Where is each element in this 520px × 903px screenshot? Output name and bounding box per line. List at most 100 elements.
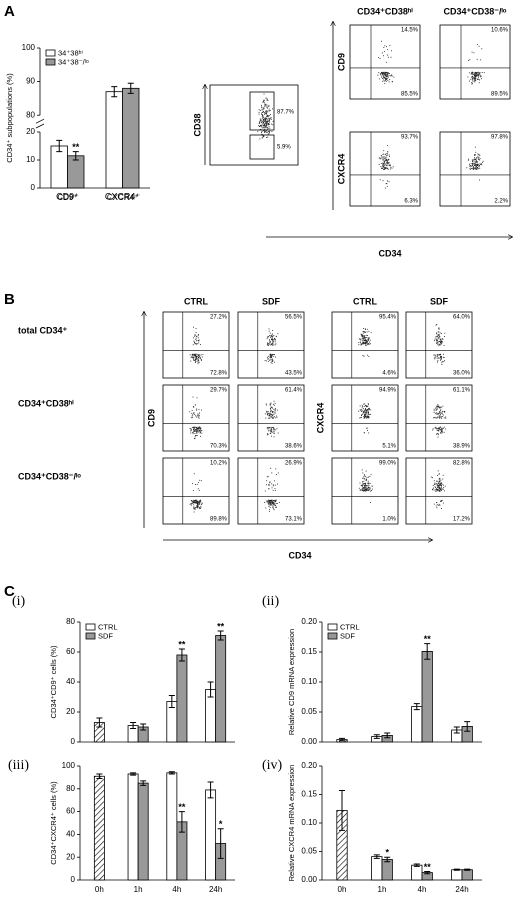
flow-event <box>197 503 199 505</box>
flow-event <box>364 336 366 338</box>
flow-event <box>387 168 389 170</box>
flow-event <box>274 490 276 491</box>
flow-event <box>481 72 483 73</box>
flow-event <box>262 111 264 113</box>
flow-event <box>266 476 268 478</box>
flow-event <box>438 331 440 333</box>
y-tick-label: 80 <box>66 784 75 793</box>
flow-event <box>362 413 364 415</box>
flow-event <box>438 335 440 336</box>
flow-event <box>267 99 269 101</box>
flow-event <box>474 71 476 73</box>
flow-event <box>267 426 269 428</box>
flow-event <box>383 73 385 75</box>
flow-event <box>200 500 202 502</box>
flow-event <box>266 115 268 117</box>
flow-event <box>473 164 475 166</box>
flow-event <box>437 359 439 361</box>
flow-event <box>475 157 477 159</box>
flow-event <box>262 116 264 118</box>
quadrant-percent: 43.5% <box>285 371 303 377</box>
flow-event <box>262 101 264 103</box>
flow-event <box>436 342 438 344</box>
flow-event <box>368 432 370 434</box>
flow-event <box>270 357 271 359</box>
flow-event <box>437 334 439 336</box>
flow-event <box>273 428 274 430</box>
flow-event <box>387 72 389 74</box>
flow-event <box>436 324 438 325</box>
flow-event <box>435 428 437 429</box>
quadrant-percent: 5.1% <box>382 444 396 450</box>
flow-event <box>271 414 273 416</box>
flow-event <box>366 487 368 489</box>
flow-event <box>436 486 438 488</box>
flow-event <box>367 412 369 414</box>
flow-event <box>363 487 365 489</box>
flow-event <box>270 500 272 502</box>
flow-event <box>382 55 384 57</box>
flow-event <box>441 362 443 364</box>
flow-event <box>478 165 480 167</box>
flow-event <box>442 428 443 430</box>
flow-event <box>383 150 385 152</box>
flow-event <box>363 410 365 412</box>
flow-event <box>274 408 276 409</box>
flow-event <box>275 501 276 503</box>
flow-event <box>443 427 444 429</box>
flow-event <box>362 336 364 338</box>
y-tick-label: 60 <box>66 807 75 816</box>
flow-event <box>271 429 273 431</box>
flow-event <box>360 485 362 487</box>
flow-event <box>271 344 273 346</box>
flow-event <box>268 415 270 417</box>
flow-event <box>266 115 268 117</box>
flow-event <box>439 482 441 484</box>
flow-event <box>364 483 366 484</box>
flow-event <box>436 342 438 344</box>
flow-event <box>481 48 483 50</box>
bar <box>461 869 473 881</box>
flow-event <box>439 336 441 338</box>
flow-event <box>270 402 272 404</box>
flow-event <box>267 98 268 100</box>
error-bar <box>373 734 380 739</box>
flow-event <box>260 124 262 126</box>
y-tick-label: 60 <box>66 647 75 656</box>
flow-event <box>471 72 473 74</box>
flow-event <box>444 485 446 487</box>
flow-event <box>262 116 264 117</box>
flow-event <box>191 503 193 505</box>
flow-event <box>196 429 198 431</box>
flow-event <box>194 359 196 361</box>
flow-event <box>384 45 386 47</box>
flow-event <box>390 167 392 169</box>
row-marker: CXCR4 <box>336 154 346 185</box>
flow-event <box>271 430 273 432</box>
flow-event <box>268 505 270 507</box>
flow-event <box>436 507 438 509</box>
flow-event <box>472 72 474 74</box>
flow-event <box>440 484 441 485</box>
flow-event <box>363 331 365 333</box>
flow-event <box>365 408 366 410</box>
quadrant-percent: 72.8% <box>210 371 228 377</box>
flow-event <box>192 417 194 419</box>
flow-event <box>194 404 196 406</box>
flow-event <box>196 434 198 436</box>
flow-event <box>476 72 478 74</box>
flow-event <box>436 502 438 503</box>
flow-event <box>268 339 270 341</box>
flow-event <box>475 168 477 170</box>
flow-event <box>263 100 264 102</box>
flow-event <box>439 340 441 342</box>
flow-event <box>384 167 386 168</box>
flow-event <box>274 402 276 404</box>
flow-event <box>362 340 364 342</box>
flow-event <box>268 115 270 117</box>
flow-event <box>190 429 192 431</box>
flow-event <box>389 165 391 167</box>
flow-event <box>196 505 198 507</box>
flow-event <box>393 76 395 78</box>
flow-event <box>366 341 368 343</box>
